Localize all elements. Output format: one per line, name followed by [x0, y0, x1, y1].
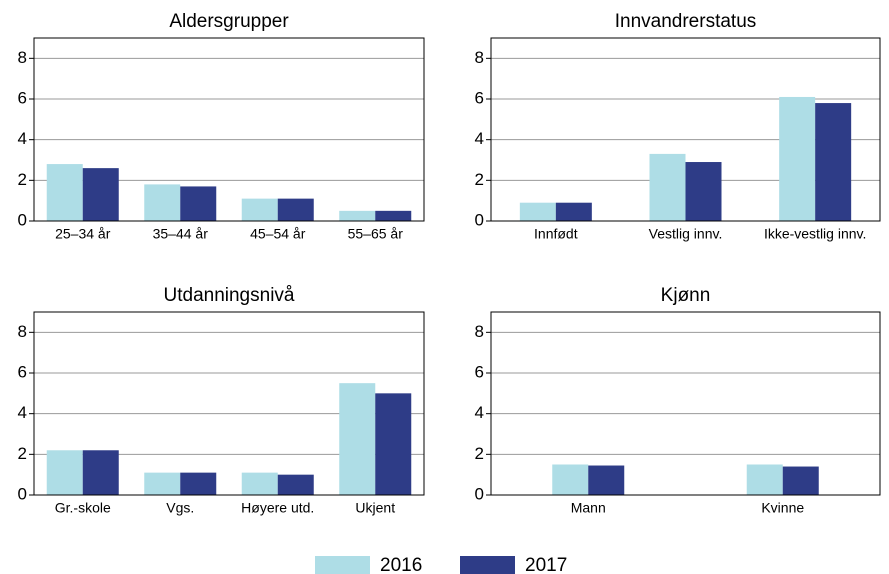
x-tick-label: Ukjent — [355, 500, 395, 516]
bar — [82, 168, 119, 221]
legend-swatch — [460, 556, 515, 574]
legend-label: 2016 — [380, 555, 422, 574]
x-tick-label: Ikke-vestlig innv. — [764, 226, 866, 242]
y-tick-label: 8 — [18, 322, 27, 341]
bar — [588, 465, 625, 495]
bar — [180, 472, 217, 495]
chart-title: Kjønn — [661, 285, 711, 306]
x-tick-label: Kvinne — [761, 500, 804, 516]
y-tick-label: 0 — [18, 210, 27, 229]
bar — [375, 393, 412, 495]
y-tick-label: 6 — [475, 88, 484, 107]
bar — [375, 210, 412, 221]
y-tick-label: 0 — [475, 484, 484, 503]
x-tick-label: Høyere utd. — [241, 500, 314, 516]
legend-label: 2017 — [525, 555, 567, 574]
y-tick-label: 2 — [18, 444, 27, 463]
y-tick-label: 0 — [18, 484, 27, 503]
bar — [339, 383, 376, 495]
x-tick-label: Mann — [571, 500, 606, 516]
x-tick-label: Gr.-skole — [55, 500, 111, 516]
bar — [46, 450, 83, 495]
x-tick-label: Vgs. — [166, 500, 194, 516]
x-tick-label: 45–54 år — [250, 226, 306, 242]
bar — [277, 198, 314, 221]
y-tick-label: 4 — [18, 403, 27, 422]
bar — [241, 472, 278, 495]
y-tick-label: 4 — [475, 129, 484, 148]
y-tick-label: 8 — [18, 48, 27, 67]
bar — [277, 474, 314, 495]
y-tick-label: 8 — [475, 322, 484, 341]
bar — [339, 210, 376, 221]
bar — [552, 464, 589, 495]
y-tick-label: 2 — [18, 170, 27, 189]
y-tick-label: 8 — [475, 48, 484, 67]
plot-frame — [490, 311, 881, 496]
plot-frame — [33, 37, 425, 222]
bar — [746, 464, 783, 495]
x-tick-label: Innfødt — [534, 226, 578, 242]
x-tick-label: Vestlig innv. — [649, 226, 723, 242]
chart-title: Innvandrerstatus — [615, 11, 757, 32]
y-tick-label: 2 — [475, 170, 484, 189]
bar — [46, 164, 83, 221]
y-tick-label: 6 — [18, 88, 27, 107]
bar — [779, 96, 816, 221]
bar — [180, 186, 217, 221]
y-tick-label: 0 — [475, 210, 484, 229]
bar — [782, 466, 819, 495]
y-tick-label: 6 — [18, 362, 27, 381]
plot-frame — [490, 37, 881, 222]
y-tick-label: 4 — [18, 129, 27, 148]
y-tick-label: 2 — [475, 444, 484, 463]
bar — [815, 103, 852, 221]
bar — [555, 202, 592, 221]
x-tick-label: 35–44 år — [153, 226, 209, 242]
bar — [241, 198, 278, 221]
bar — [685, 162, 722, 221]
bar — [519, 202, 556, 221]
legend-swatch — [315, 556, 370, 574]
y-tick-label: 4 — [475, 403, 484, 422]
bar — [82, 450, 119, 495]
chart-title: Aldersgrupper — [169, 11, 289, 32]
bar — [144, 184, 181, 221]
x-tick-label: 55–65 år — [348, 226, 404, 242]
plot-frame — [33, 311, 425, 496]
bar — [649, 153, 686, 221]
chart-title: Utdanningsnivå — [164, 285, 295, 306]
x-tick-label: 25–34 år — [55, 226, 111, 242]
y-tick-label: 6 — [475, 362, 484, 381]
bar — [144, 472, 181, 495]
